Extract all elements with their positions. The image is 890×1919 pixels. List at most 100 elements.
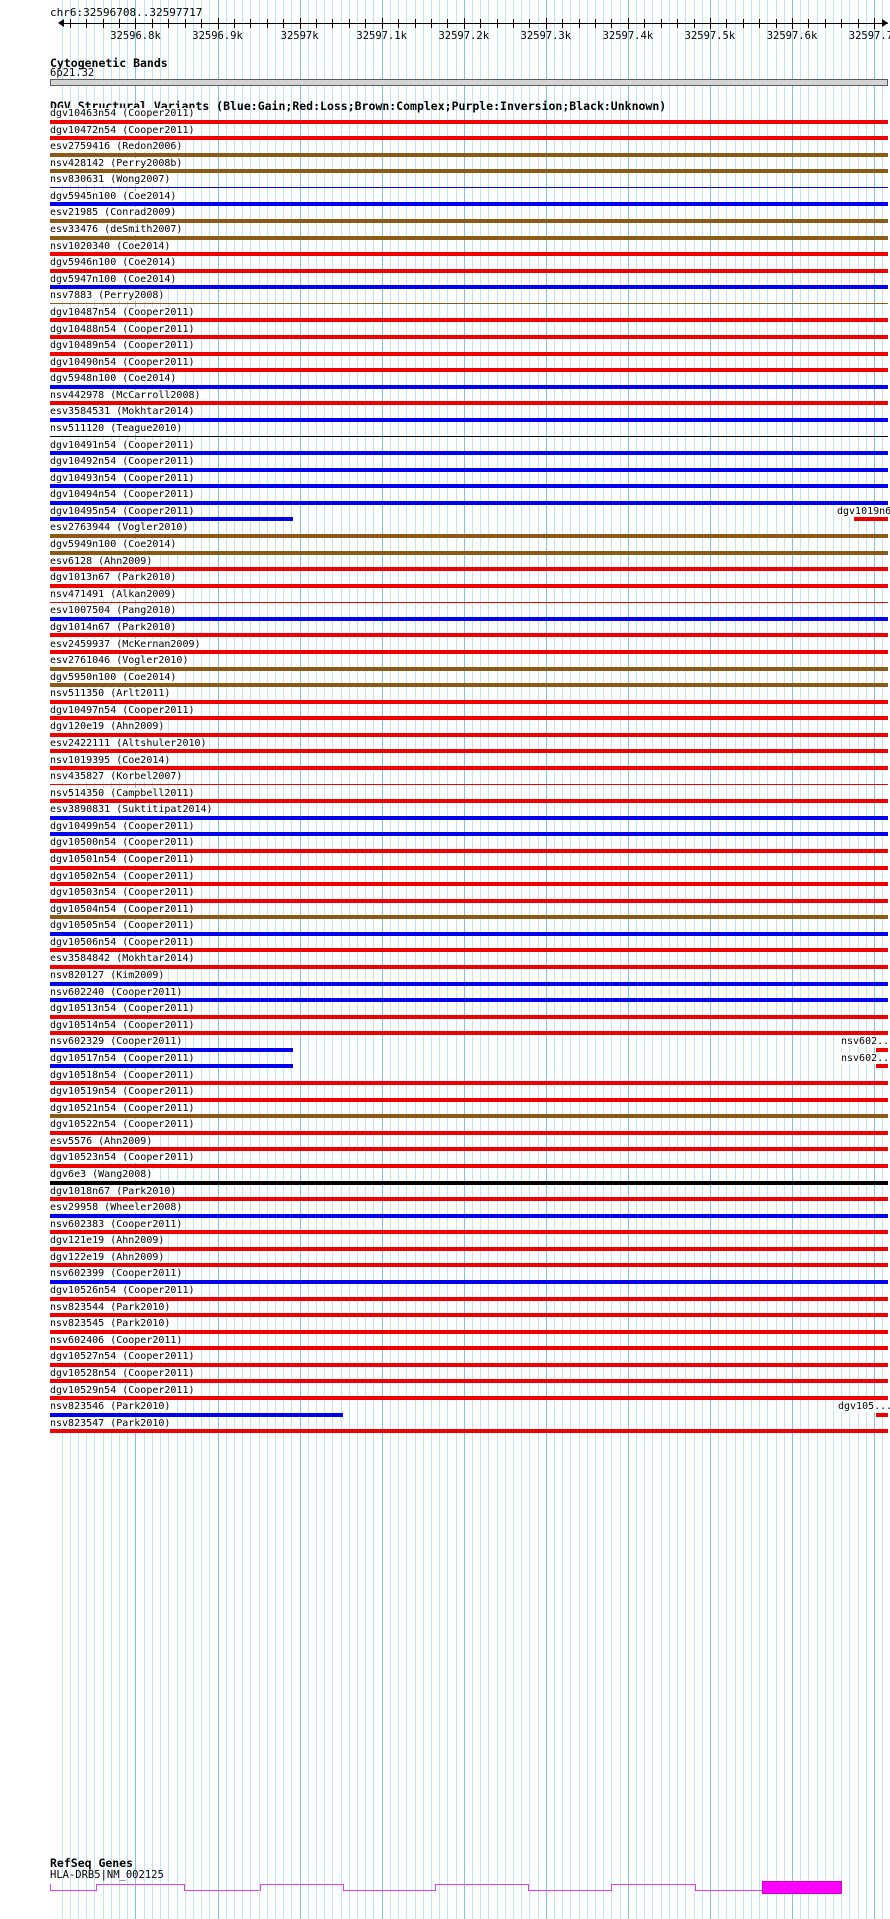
dgv-variant-row[interactable]: nsv823547 (Park2010) xyxy=(0,1417,890,1435)
dgv-variant-bar[interactable] xyxy=(50,1313,888,1318)
dgv-variant-bar[interactable] xyxy=(50,1064,294,1069)
dgv-variant-bar[interactable] xyxy=(50,1081,888,1086)
dgv-variant-bar[interactable] xyxy=(50,1197,888,1202)
dgv-variant-bar[interactable] xyxy=(50,1396,888,1401)
dgv-variant-row[interactable]: nsv602329 (Cooper2011) nsv602... xyxy=(0,1036,890,1053)
dgv-variant-row[interactable]: nsv511120 (Teague2010) xyxy=(0,422,890,440)
dgv-variant-bar[interactable] xyxy=(50,1246,888,1251)
dgv-variant-bar[interactable] xyxy=(50,616,888,621)
dgv-variant-bar[interactable] xyxy=(50,517,294,522)
dgv-variant-row[interactable]: dgv10490n54 (Cooper2011) xyxy=(0,356,890,374)
dgv-variant-bar[interactable] xyxy=(50,500,888,505)
dgv-variant-bar[interactable] xyxy=(50,898,888,903)
dgv-variant-row[interactable]: dgv10463n54 (Cooper2011) xyxy=(0,108,890,125)
dgv-variant-bar[interactable] xyxy=(50,1412,344,1417)
dgv-variant-row[interactable]: dgv10529n54 (Cooper2011) xyxy=(0,1384,890,1402)
dgv-variant-bar-secondary[interactable] xyxy=(876,1064,888,1069)
dgv-variant-bar[interactable] xyxy=(50,1163,888,1168)
dgv-variant-row[interactable]: nsv435827 (Korbel2007) xyxy=(0,771,890,788)
dgv-variant-row[interactable]: dgv5949n100 (Coe2014) xyxy=(0,539,890,556)
dgv-variant-row[interactable]: nsv514350 (Campbell2011) xyxy=(0,787,890,805)
dgv-variant-bar[interactable] xyxy=(50,202,888,207)
dgv-variant-bar[interactable] xyxy=(50,1114,888,1119)
dgv-variant-bar[interactable] xyxy=(50,848,888,853)
dgv-variant-bar[interactable] xyxy=(50,1429,888,1434)
dgv-variant-row[interactable]: dgv121e19 (Ahn2009) xyxy=(0,1235,890,1252)
dgv-variant-row[interactable]: nsv1020340 (Coe2014) xyxy=(0,240,890,258)
dgv-variant-bar[interactable] xyxy=(50,351,888,356)
dgv-variant-bar[interactable] xyxy=(50,285,888,290)
dgv-variant-bar[interactable] xyxy=(50,550,888,555)
dgv-variant-bar[interactable] xyxy=(50,417,888,422)
dgv-variant-bar[interactable] xyxy=(50,1147,888,1152)
dgv-variant-row[interactable]: esv5576 (Ahn2009) xyxy=(0,1135,890,1153)
dgv-variant-row[interactable]: esv29958 (Wheeler2008) xyxy=(0,1202,890,1219)
dgv-variant-row[interactable]: dgv10495n54 (Cooper2011) dgv1019n67 (Park… xyxy=(0,505,890,523)
dgv-variant-bar[interactable] xyxy=(50,1279,888,1284)
dgv-variant-bar[interactable] xyxy=(50,1230,888,1235)
dgv-variant-bar[interactable] xyxy=(50,152,888,157)
dgv-variant-bar-secondary[interactable] xyxy=(876,1047,888,1052)
dgv-variant-row[interactable]: dgv10527n54 (Cooper2011) xyxy=(0,1351,890,1368)
dgv-variant-bar-secondary[interactable] xyxy=(876,1412,888,1417)
dgv-variant-bar[interactable] xyxy=(50,218,888,223)
dgv-variant-row[interactable]: dgv1013n67 (Park2010) xyxy=(0,572,890,589)
dgv-variant-row[interactable]: esv1007504 (Pang2010) xyxy=(0,605,890,622)
dgv-variant-row[interactable]: esv2759416 (Redon2006) xyxy=(0,141,890,158)
dgv-variant-row[interactable]: nsv1019395 (Coe2014) xyxy=(0,754,890,772)
dgv-variant-bar[interactable] xyxy=(50,583,888,588)
dgv-variant-bar[interactable] xyxy=(50,915,888,920)
dgv-variant-row[interactable]: esv6128 (Ahn2009) xyxy=(0,555,890,573)
dgv-variant-row[interactable]: dgv10491n54 (Cooper2011) xyxy=(0,439,890,457)
dgv-variant-row[interactable]: esv33476 (deSmith2007) xyxy=(0,224,890,241)
dgv-variant-row[interactable]: nsv428142 (Perry2008b) xyxy=(0,157,890,175)
refseq-gene-model[interactable] xyxy=(0,1878,890,1898)
dgv-variant-row[interactable]: nsv823545 (Park2010) xyxy=(0,1318,890,1335)
dgv-variant-row[interactable]: dgv6e3 (Wang2008) xyxy=(0,1169,890,1186)
dgv-variant-row[interactable]: dgv10489n54 (Cooper2011) xyxy=(0,340,890,357)
dgv-variant-bar[interactable] xyxy=(50,268,888,273)
dgv-variant-row[interactable]: dgv10487n54 (Cooper2011) xyxy=(0,306,890,324)
dgv-variant-row[interactable]: dgv10521n54 (Cooper2011) xyxy=(0,1102,890,1120)
dgv-variant-row[interactable]: dgv5947n100 (Coe2014) xyxy=(0,273,890,291)
dgv-variant-bar[interactable] xyxy=(50,1097,888,1102)
dgv-variant-row[interactable]: nsv602383 (Cooper2011) xyxy=(0,1218,890,1236)
dgv-variant-row[interactable]: dgv10522n54 (Cooper2011) xyxy=(0,1119,890,1136)
dgv-variant-row[interactable]: esv2761046 (Vogler2010) xyxy=(0,655,890,672)
dgv-variant-bar[interactable] xyxy=(50,832,888,837)
dgv-variant-bar[interactable] xyxy=(50,865,888,870)
dgv-variant-bar[interactable] xyxy=(50,732,888,737)
dgv-variant-row[interactable]: esv3584531 (Mokhtar2014) xyxy=(0,406,890,423)
dgv-variant-bar[interactable] xyxy=(50,964,888,969)
dgv-variant-bar[interactable] xyxy=(50,683,888,688)
dgv-variant-bar[interactable] xyxy=(50,451,888,456)
dgv-variant-row[interactable]: dgv10506n54 (Cooper2011) xyxy=(0,936,890,954)
dgv-variant-row[interactable]: dgv10518n54 (Cooper2011) xyxy=(0,1069,890,1087)
dgv-variant-bar[interactable] xyxy=(50,650,888,654)
dgv-variant-row[interactable]: esv2763944 (Vogler2010) xyxy=(0,522,890,539)
dgv-variant-row[interactable]: dgv10517n54 (Cooper2011) nsv602... xyxy=(0,1052,890,1070)
dgv-variant-row[interactable]: dgv10505n54 (Cooper2011) xyxy=(0,920,890,937)
dgv-variant-row[interactable]: dgv5945n100 (Coe2014) xyxy=(0,190,890,208)
dgv-variant-row[interactable]: dgv10501n54 (Cooper2011) xyxy=(0,854,890,871)
dgv-variant-bar[interactable] xyxy=(50,882,888,887)
dgv-variant-bar[interactable] xyxy=(50,1180,888,1185)
dgv-variant-row[interactable]: dgv10493n54 (Cooper2011) xyxy=(0,472,890,490)
dgv-variant-bar[interactable] xyxy=(50,1329,888,1334)
dgv-variant-bar[interactable] xyxy=(50,467,888,472)
dgv-variant-bar[interactable] xyxy=(50,384,888,389)
dgv-variant-row[interactable]: nsv442978 (McCarroll2008) xyxy=(0,389,890,407)
dgv-variant-row[interactable]: esv3584842 (Mokhtar2014) xyxy=(0,953,890,970)
dgv-variant-row[interactable]: dgv1018n67 (Park2010) xyxy=(0,1185,890,1203)
dgv-variant-row[interactable]: nsv7883 (Perry2008) xyxy=(0,290,890,307)
dgv-variant-row[interactable]: dgv10528n54 (Cooper2011) xyxy=(0,1367,890,1385)
dgv-variant-row[interactable]: dgv10499n54 (Cooper2011) xyxy=(0,820,890,838)
dgv-variant-row[interactable]: nsv602406 (Cooper2011) xyxy=(0,1334,890,1352)
dgv-variant-bar-secondary[interactable] xyxy=(854,517,888,522)
dgv-variant-row[interactable]: dgv5946n100 (Coe2014) xyxy=(0,257,890,274)
dgv-variant-row[interactable]: nsv471491 (Alkan2009) xyxy=(0,588,890,606)
dgv-variant-row[interactable]: esv2459937 (McKernan2009) xyxy=(0,638,890,656)
dgv-variant-row[interactable]: dgv10497n54 (Cooper2011) xyxy=(0,704,890,722)
dgv-variant-row[interactable]: dgv10502n54 (Cooper2011) xyxy=(0,870,890,888)
refseq-exon-block[interactable] xyxy=(762,1881,842,1894)
